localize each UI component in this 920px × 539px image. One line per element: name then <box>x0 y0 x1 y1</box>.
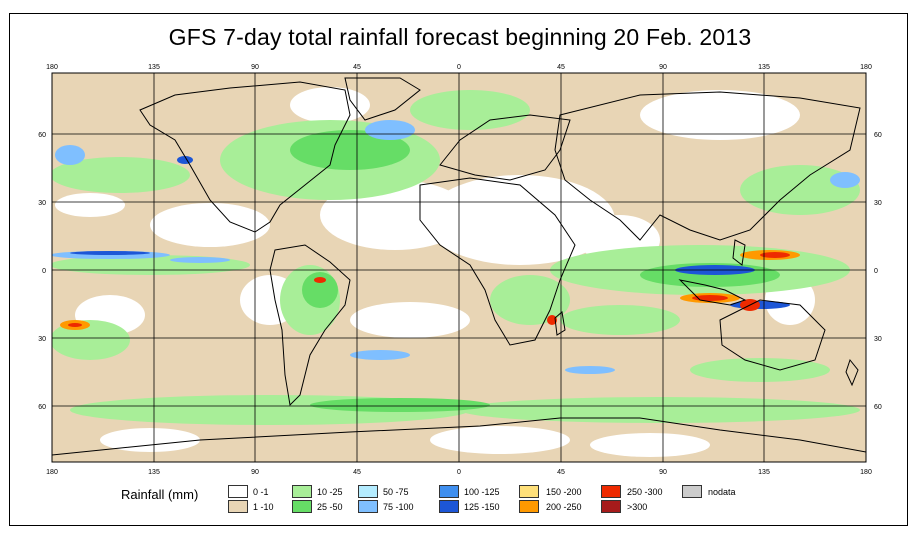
map-title: GFS 7-day total rainfall forecast beginn… <box>168 24 752 50</box>
lat-label-left: 30 <box>38 200 46 207</box>
legend-swatch <box>358 485 378 498</box>
lon-label-bottom: 45 <box>557 469 565 476</box>
lon-label-top: 90 <box>251 64 259 71</box>
legend-swatch <box>439 485 459 498</box>
wet-zones-medium <box>290 130 780 412</box>
lon-label-top: 0 <box>457 64 461 71</box>
lon-label-bottom: 135 <box>758 469 770 476</box>
legend-label: nodata <box>708 487 736 497</box>
legend-swatch <box>358 500 378 513</box>
lat-label-right: 30 <box>874 200 882 207</box>
legend-swatch <box>519 500 539 513</box>
legend-label: 150 -200 <box>546 487 582 497</box>
legend-swatch <box>228 500 248 513</box>
legend-swatch <box>601 500 621 513</box>
legend-swatch <box>601 485 621 498</box>
legend-label: 0 -1 <box>253 487 269 497</box>
map-border <box>51 72 867 463</box>
legend-label: 200 -250 <box>546 502 582 512</box>
lon-label-bottom: 90 <box>251 469 259 476</box>
legend-label: 125 -150 <box>464 502 500 512</box>
lon-label-top: 135 <box>758 64 770 71</box>
graticule <box>52 73 866 462</box>
legend-label: 250 -300 <box>627 487 663 497</box>
legend-label: >300 <box>627 502 648 512</box>
lon-label-top: 45 <box>353 64 361 71</box>
lat-label-left: 60 <box>38 132 46 139</box>
lat-label-right: 0 <box>874 268 878 275</box>
lat-label-left: 0 <box>42 268 46 275</box>
lon-label-bottom: 135 <box>148 469 160 476</box>
lat-label-right: 30 <box>874 336 882 343</box>
lon-label-bottom: 180 <box>860 469 872 476</box>
lat-label-left: 30 <box>38 336 46 343</box>
legend-label: 10 -25 <box>317 487 343 497</box>
lat-label-left: 60 <box>38 404 46 411</box>
lon-label-top: 90 <box>659 64 667 71</box>
legend-label: 25 -50 <box>317 502 343 512</box>
lon-label-bottom: 0 <box>457 469 461 476</box>
legend-label: 75 -100 <box>383 502 414 512</box>
lat-label-right: 60 <box>874 132 882 139</box>
lon-label-bottom: 90 <box>659 469 667 476</box>
lon-label-top: 180 <box>46 64 58 71</box>
legend-title: Rainfall (mm) <box>121 487 199 502</box>
lat-label-right: 60 <box>874 404 882 411</box>
lon-label-bottom: 45 <box>353 469 361 476</box>
legend-swatch <box>439 500 459 513</box>
legend-label: 1 -10 <box>253 502 274 512</box>
lon-label-top: 180 <box>860 64 872 71</box>
legend-swatch <box>682 485 702 498</box>
legend-swatch <box>292 485 312 498</box>
legend-swatch <box>519 485 539 498</box>
figure-frame <box>9 13 908 526</box>
legend-swatch <box>228 485 248 498</box>
lon-label-bottom: 180 <box>46 469 58 476</box>
lon-label-top: 135 <box>148 64 160 71</box>
lon-label-top: 45 <box>557 64 565 71</box>
legend-label: 100 -125 <box>464 487 500 497</box>
legend-label: 50 -75 <box>383 487 409 497</box>
coastlines <box>52 77 866 456</box>
legend-swatch <box>292 500 312 513</box>
